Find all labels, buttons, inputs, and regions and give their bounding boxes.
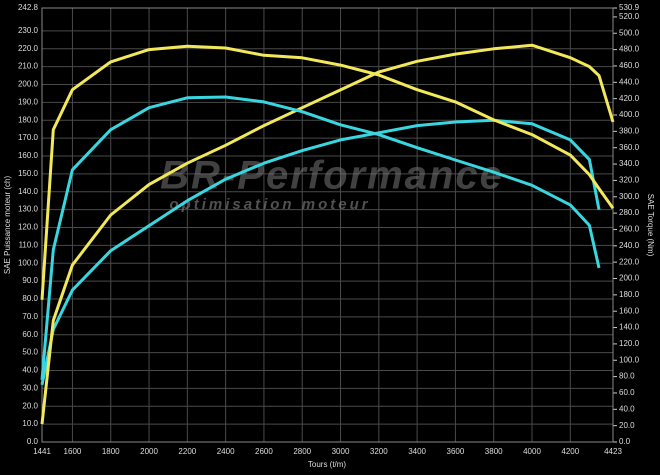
x-tick-label: 1800 xyxy=(102,447,120,456)
y-tick-label: 130.0 xyxy=(18,205,39,214)
y-tick-label: 160.0 xyxy=(18,151,39,160)
x-tick-label: 2400 xyxy=(217,447,235,456)
x-tick-label: 2800 xyxy=(293,447,311,456)
y2-tick-label: 340.0 xyxy=(619,159,640,168)
y-tick-label: 242.8 xyxy=(18,3,39,12)
x-tick-label: 3000 xyxy=(332,447,350,456)
y-tick-label: 90.0 xyxy=(22,276,38,285)
y2-tick-label: 380.0 xyxy=(619,126,640,135)
x-tick-label: 3400 xyxy=(408,447,426,456)
y2-axis-title: SAE Torque (Nm) xyxy=(646,194,655,257)
y2-tick-label: 260.0 xyxy=(619,225,640,234)
y2-tick-label: 500.0 xyxy=(619,28,640,37)
y-tick-label: 220.0 xyxy=(18,44,39,53)
x-tick-label: 4000 xyxy=(523,447,541,456)
y-tick-label: 70.0 xyxy=(22,312,38,321)
y2-tick-label: 480.0 xyxy=(619,45,640,54)
series-line xyxy=(40,118,601,386)
watermark-subtitle: optimisation moteur xyxy=(169,196,370,213)
y2-tick-label: 0.0 xyxy=(619,437,631,446)
y2-tick-label: 460.0 xyxy=(619,61,640,70)
y2-tick-label: 530.9 xyxy=(619,3,640,12)
y2-tick-label: 220.0 xyxy=(619,257,640,266)
x-tick-label: 3200 xyxy=(370,447,388,456)
y-axis-title: SAE Puissance moteur (ch) xyxy=(3,176,12,275)
y2-tick-label: 80.0 xyxy=(619,372,635,381)
y-tick-label: 60.0 xyxy=(22,330,38,339)
y-tick-label: 0.0 xyxy=(27,437,39,446)
y2-tick-label: 400.0 xyxy=(619,110,640,119)
x-tick-label: 4423 xyxy=(604,447,622,456)
y-tick-label: 80.0 xyxy=(22,294,38,303)
x-axis-title: Tours (t/m) xyxy=(308,460,347,469)
y2-tick-label: 300.0 xyxy=(619,192,640,201)
x-tick-label: 1441 xyxy=(33,447,51,456)
x-tick-label: 3800 xyxy=(485,447,503,456)
y2-tick-label: 360.0 xyxy=(619,143,640,152)
y2-tick-label: 200.0 xyxy=(619,274,640,283)
y-tick-label: 180.0 xyxy=(18,115,39,124)
y-tick-label: 170.0 xyxy=(18,133,39,142)
plot-frame xyxy=(41,7,614,443)
x-tick-label: 2000 xyxy=(140,447,158,456)
y-tick-label: 120.0 xyxy=(18,223,39,232)
y2-tick-label: 420.0 xyxy=(619,94,640,103)
y2-tick-label: 20.0 xyxy=(619,421,635,430)
y-tick-label: 210.0 xyxy=(18,62,39,71)
y-tick-label: 10.0 xyxy=(22,419,38,428)
y2-tick-label: 160.0 xyxy=(619,306,640,315)
y2-tick-label: 140.0 xyxy=(619,323,640,332)
y2-tick-label: 100.0 xyxy=(619,355,640,364)
x-tick-label: 3600 xyxy=(447,447,465,456)
y2-tick-label: 520.0 xyxy=(619,12,640,21)
x-tick-label: 2200 xyxy=(178,447,196,456)
y2-tick-label: 320.0 xyxy=(619,176,640,185)
y-tick-label: 30.0 xyxy=(22,383,38,392)
y2-tick-label: 240.0 xyxy=(619,241,640,250)
y-tick-label: 40.0 xyxy=(22,366,38,375)
y-tick-label: 110.0 xyxy=(19,240,39,249)
y-tick-label: 100.0 xyxy=(18,258,39,267)
series-line xyxy=(40,95,601,381)
y2-tick-label: 40.0 xyxy=(619,404,635,413)
series-line xyxy=(40,43,615,425)
y-tick-label: 230.0 xyxy=(18,26,39,35)
x-tick-label: 4200 xyxy=(561,447,579,456)
series-line xyxy=(40,44,615,300)
x-tick-label: 2600 xyxy=(255,447,273,456)
y-tick-label: 190.0 xyxy=(18,97,39,106)
y-tick-label: 20.0 xyxy=(22,401,38,410)
y2-tick-label: 440.0 xyxy=(619,77,640,86)
y2-tick-label: 120.0 xyxy=(619,339,640,348)
y-tick-label: 50.0 xyxy=(22,348,38,357)
y2-tick-label: 280.0 xyxy=(619,208,640,217)
x-tick-label: 1600 xyxy=(64,447,82,456)
y-tick-label: 200.0 xyxy=(18,80,39,89)
y-tick-label: 150.0 xyxy=(18,169,39,178)
y2-tick-label: 60.0 xyxy=(619,388,635,397)
watermark-title: BR-Performance xyxy=(160,154,504,198)
y2-tick-label: 180.0 xyxy=(619,290,640,299)
y-tick-label: 140.0 xyxy=(18,187,39,196)
